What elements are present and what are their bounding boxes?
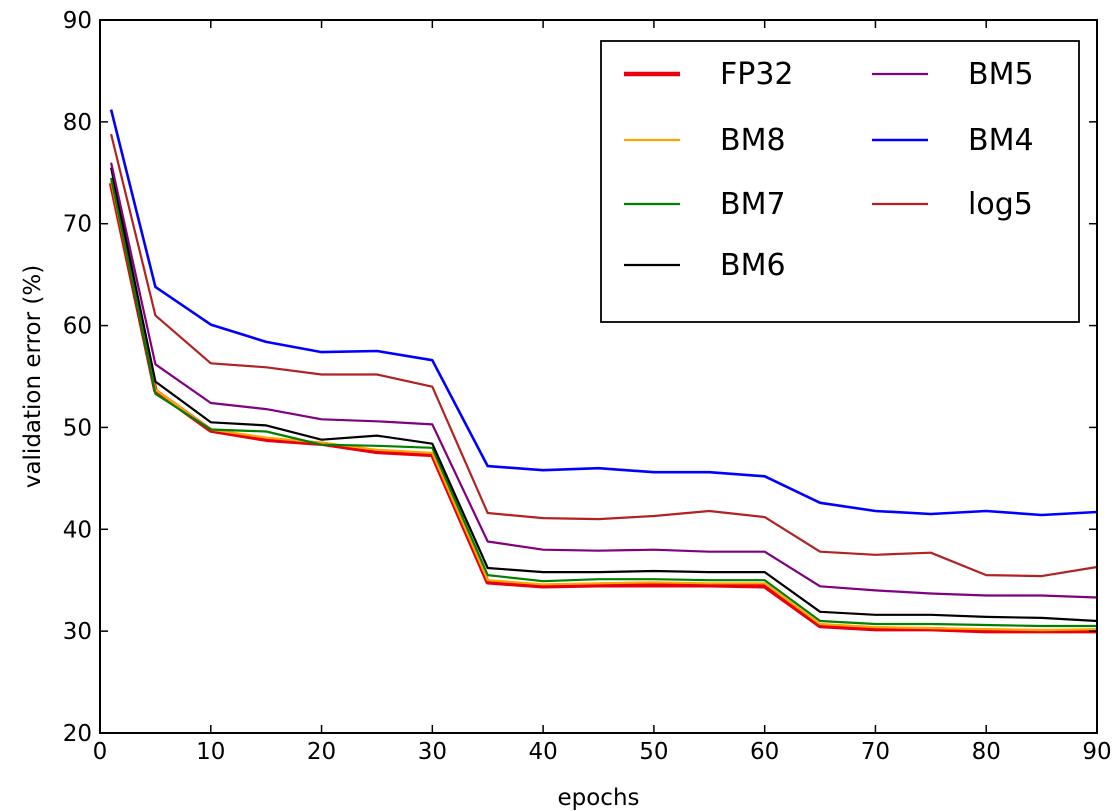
legend: FP32 BM8 BM7 BM6 BM5 BM4 log5 — [601, 41, 1079, 322]
x-tick-label: 20 — [307, 739, 336, 765]
x-tick-label: 80 — [972, 739, 1001, 765]
y-axis-label: validation error (%) — [20, 265, 46, 488]
legend-label: log5 — [968, 187, 1033, 222]
y-tick-label: 50 — [63, 415, 92, 441]
legend-label: BM8 — [720, 123, 786, 158]
x-tick-label: 50 — [639, 739, 668, 765]
y-tick-label: 30 — [63, 619, 92, 645]
y-tick-label: 40 — [63, 517, 92, 543]
legend-label: BM7 — [720, 187, 786, 222]
x-tick-label: 40 — [528, 739, 557, 765]
y-tick-label: 90 — [63, 8, 92, 34]
x-axis-label: epochs — [557, 785, 639, 811]
x-tick-label: 90 — [1082, 739, 1111, 765]
x-tick-label: 30 — [418, 739, 447, 765]
y-tick-label: 20 — [63, 721, 92, 747]
y-tick-label: 60 — [63, 314, 92, 340]
x-tick-label: 0 — [93, 739, 108, 765]
legend-label: BM5 — [968, 57, 1034, 92]
legend-label: BM4 — [968, 123, 1034, 158]
x-tick-label: 60 — [750, 739, 779, 765]
x-tick-label: 70 — [861, 739, 890, 765]
legend-label: BM6 — [720, 248, 786, 283]
y-tick-label: 70 — [63, 212, 92, 238]
x-tick-label: 10 — [196, 739, 225, 765]
y-tick-label: 80 — [63, 110, 92, 136]
legend-label: FP32 — [720, 57, 794, 92]
